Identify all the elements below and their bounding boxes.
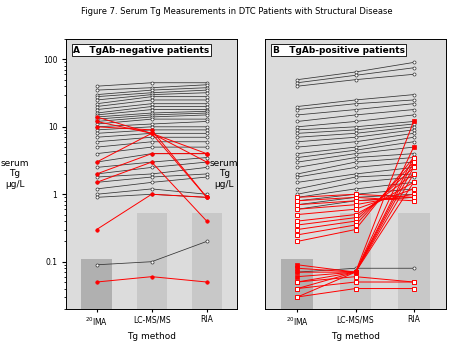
- Text: B   TgAb-positive patients: B TgAb-positive patients: [273, 46, 405, 55]
- Bar: [339, 213, 372, 309]
- Text: A   TgAb-negative patients: A TgAb-negative patients: [73, 46, 210, 55]
- Bar: [282, 259, 313, 309]
- Bar: [398, 213, 429, 309]
- Bar: [191, 213, 222, 309]
- Y-axis label: serum
Tg
μg/L: serum Tg μg/L: [1, 159, 29, 189]
- Text: Figure 7. Serum Tg Measurements in DTC Patients with Structural Disease: Figure 7. Serum Tg Measurements in DTC P…: [81, 7, 393, 16]
- X-axis label: Tg method: Tg method: [127, 332, 176, 341]
- Bar: [82, 259, 112, 309]
- Text: serum
Tg
μg/L: serum Tg μg/L: [210, 159, 238, 189]
- Bar: [137, 213, 167, 309]
- X-axis label: Tg method: Tg method: [331, 332, 380, 341]
